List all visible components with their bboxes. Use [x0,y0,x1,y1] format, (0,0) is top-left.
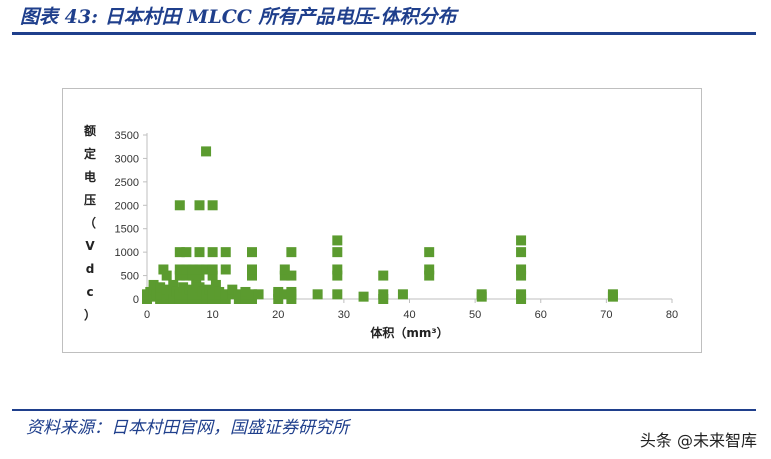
data-point [187,270,198,281]
data-point [187,289,198,300]
data-point [378,270,389,281]
data-point [161,270,172,281]
data-point [220,264,231,275]
footer-rule [12,409,756,411]
data-point [201,146,212,157]
data-point [286,286,297,297]
data-point [207,270,218,281]
data-point [210,279,221,290]
data-point [516,289,527,300]
data-point [286,247,297,258]
data-point [397,289,408,300]
data-point [207,200,218,211]
x-tick-label: 40 [403,309,415,321]
y-tick-label: 500 [121,271,139,283]
data-point [181,270,192,281]
data-point [174,200,185,211]
data-point [516,264,527,275]
x-tick-label: 80 [666,309,678,321]
figure-title: 图表 43: 日本村田 MLCC 所有产品电压-体积分布 [20,6,457,28]
data-point [233,289,244,300]
source-note: 资料来源：日本村田官网，国盛证券研究所 [26,418,349,438]
data-point [332,235,343,246]
data-point [279,270,290,281]
data-point [207,264,218,275]
x-tick-label: 10 [207,309,219,321]
data-point [174,289,185,300]
data-point [286,270,297,281]
y-tick-label: 1000 [115,247,139,259]
data-point [181,247,192,258]
data-point [279,264,290,275]
y-tick-label: 2500 [115,177,139,189]
data-point [214,286,225,297]
data-point [476,289,487,300]
watermark: 头条 @未来智库 [639,431,757,450]
y-tick-label: 1500 [115,224,139,236]
data-point [174,247,185,258]
data-point [220,289,231,300]
data-point [279,289,290,300]
data-point [332,264,343,275]
data-point [148,279,159,290]
x-tick-label: 0 [144,309,150,321]
data-point [273,286,284,297]
data-point [194,270,205,281]
x-tick-label: 60 [535,309,547,321]
y-tick-label: 3500 [115,130,139,142]
data-point [424,247,435,258]
x-tick-label: 50 [469,309,481,321]
data-point [220,247,231,258]
title-underline [12,32,756,35]
data-point [194,247,205,258]
x-tick-label: 70 [600,309,612,321]
data-point [240,286,251,297]
x-axis-title: 体积（mm³） [370,325,448,340]
data-point [247,270,257,281]
data-point [378,289,389,300]
data-point [516,235,527,246]
data-point [201,264,212,275]
data-point [187,264,198,275]
data-point [247,247,257,258]
chart-frame: 0 500 1000 1500 2000 2500 3000 3500 0 10 20 30 40 50 6… [62,88,702,353]
x-tick-label: 30 [338,309,350,321]
data-point [312,289,323,300]
data-point [607,289,618,300]
data-point [194,264,205,275]
data-point [194,200,205,211]
data-point [174,264,185,275]
y-tick-label: 2000 [115,200,139,212]
data-point [227,284,238,295]
data-point [174,270,185,281]
data-point [178,282,189,293]
data-point [332,247,343,258]
data-point [332,270,343,281]
data-point [358,291,369,302]
data-point [181,264,192,275]
y-tick-label: 0 [133,294,139,306]
data-point [424,270,435,281]
data-point [247,289,257,300]
data-point [207,289,218,300]
data-point [155,289,166,300]
data-point [168,279,179,290]
data-point [516,270,527,281]
scatter-chart: 0 500 1000 1500 2000 2500 3000 3500 0 10 20 30 40 50 6… [84,123,678,340]
data-point [332,289,343,300]
data-point [168,294,179,304]
data-point [158,264,169,275]
data-point [516,247,527,258]
data-point [253,289,264,300]
y-tick-label: 3000 [115,153,139,165]
data-point [207,247,218,258]
data-point [247,264,257,275]
data-point [155,282,166,293]
x-tick-label: 20 [272,309,284,321]
data-point [424,264,435,275]
